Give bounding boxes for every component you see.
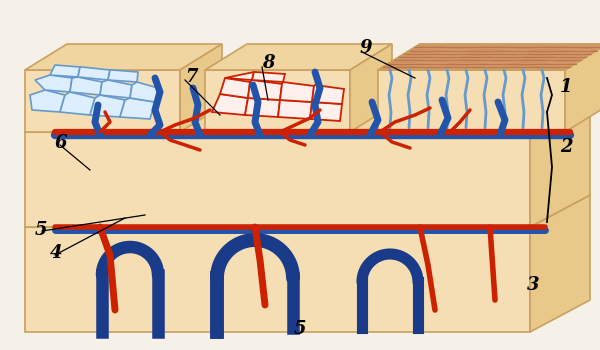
Text: 4: 4 — [50, 244, 62, 262]
Polygon shape — [100, 80, 132, 98]
Polygon shape — [378, 70, 565, 132]
Text: 2: 2 — [560, 138, 572, 156]
Text: 1: 1 — [560, 78, 572, 96]
Polygon shape — [530, 195, 590, 332]
Polygon shape — [225, 72, 254, 80]
Text: 7: 7 — [185, 68, 197, 86]
Text: 8: 8 — [262, 54, 275, 72]
Polygon shape — [50, 65, 80, 77]
Polygon shape — [25, 227, 530, 332]
Polygon shape — [280, 82, 314, 102]
Polygon shape — [130, 82, 158, 102]
Polygon shape — [60, 92, 95, 115]
Polygon shape — [25, 100, 590, 132]
Polygon shape — [378, 44, 600, 70]
Polygon shape — [25, 44, 222, 70]
Polygon shape — [25, 195, 590, 227]
Polygon shape — [310, 102, 342, 121]
Polygon shape — [350, 44, 392, 132]
Polygon shape — [35, 75, 72, 92]
Polygon shape — [205, 70, 350, 132]
Polygon shape — [248, 80, 282, 100]
Polygon shape — [245, 98, 280, 117]
Polygon shape — [25, 70, 180, 132]
Polygon shape — [180, 44, 222, 132]
Text: 6: 6 — [55, 134, 67, 152]
Text: 3: 3 — [527, 276, 539, 294]
Polygon shape — [278, 100, 312, 119]
Polygon shape — [25, 132, 530, 227]
Polygon shape — [220, 78, 250, 98]
Polygon shape — [30, 90, 65, 112]
Polygon shape — [120, 98, 155, 119]
Polygon shape — [78, 67, 110, 80]
Polygon shape — [108, 70, 138, 82]
Polygon shape — [70, 77, 102, 95]
Text: 9: 9 — [360, 39, 373, 57]
Polygon shape — [530, 100, 590, 227]
Polygon shape — [252, 72, 285, 82]
Polygon shape — [90, 95, 125, 117]
Polygon shape — [565, 44, 600, 132]
Text: 5: 5 — [294, 320, 306, 338]
Polygon shape — [212, 94, 248, 115]
Text: 5: 5 — [35, 221, 47, 239]
Polygon shape — [312, 85, 344, 104]
Polygon shape — [378, 44, 600, 70]
Polygon shape — [205, 44, 392, 70]
